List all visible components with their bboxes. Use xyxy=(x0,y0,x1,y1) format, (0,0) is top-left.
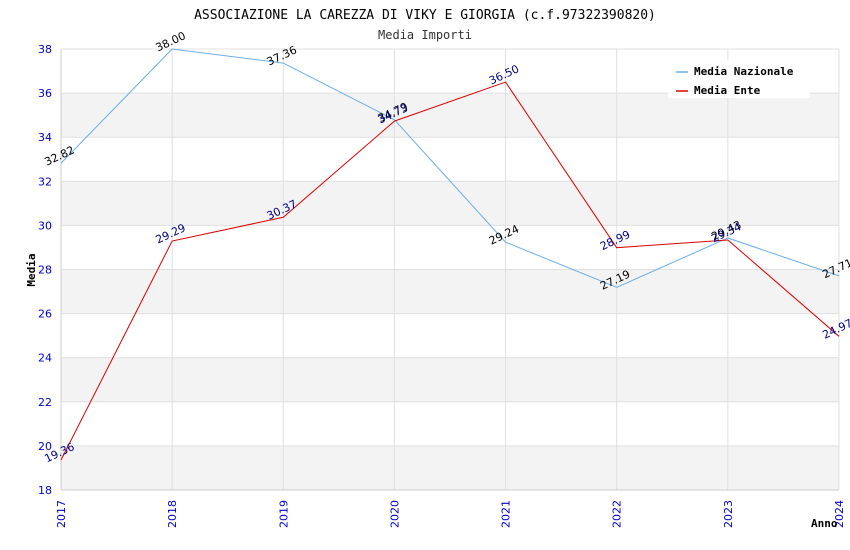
x-tick-label: 2019 xyxy=(277,500,290,528)
y-tick-label: 30 xyxy=(38,219,52,232)
x-tick-label: 2024 xyxy=(833,500,846,528)
legend: Media Nazionale Media Ente xyxy=(668,60,810,98)
grid-band xyxy=(61,93,839,138)
x-axis-label: Anno xyxy=(811,517,838,530)
y-tick-label: 18 xyxy=(38,484,52,497)
series-line-media-ente xyxy=(60,81,840,461)
grid-band xyxy=(61,313,839,358)
y-tick-label: 20 xyxy=(38,440,52,453)
grid-band xyxy=(61,225,839,270)
x-tick-label: 2018 xyxy=(166,500,179,528)
y-tick-label: 28 xyxy=(38,264,52,277)
y-tick-label: 24 xyxy=(38,352,52,365)
y-tick-label: 36 xyxy=(38,87,52,100)
grid-band xyxy=(61,181,839,226)
chart-subtitle: Media Importi xyxy=(378,28,472,42)
x-tick-label: 2021 xyxy=(500,500,513,528)
series-lines xyxy=(60,48,840,461)
y-axis-label: Media xyxy=(25,253,38,286)
grid-bands xyxy=(60,48,840,491)
y-tick-label: 34 xyxy=(38,131,52,144)
y-tick-label: 38 xyxy=(38,43,52,56)
x-tick-label: 2020 xyxy=(388,500,401,528)
x-tick-label: 2023 xyxy=(722,500,735,528)
legend-item-media-nazionale: Media Nazionale xyxy=(694,65,794,78)
legend-item-media-ente: Media Ente xyxy=(694,84,761,97)
grid-band xyxy=(61,269,839,314)
grid-band xyxy=(61,357,839,402)
series-line-media-nazionale xyxy=(60,48,840,288)
y-tick-label: 32 xyxy=(38,175,52,188)
y-tick-label: 26 xyxy=(38,308,52,321)
grid-band xyxy=(61,401,839,446)
y-tick-label: 22 xyxy=(38,396,52,409)
x-tick-label: 2017 xyxy=(55,500,68,528)
x-axis-ticks: 2017 2018 2019 2020 2021 2022 2023 2024 xyxy=(55,500,846,528)
grid-band xyxy=(61,137,839,182)
x-tick-label: 2022 xyxy=(611,500,624,528)
y-axis-ticks: 18 20 22 24 26 28 30 32 34 36 38 xyxy=(38,43,52,497)
legend-box xyxy=(668,60,810,98)
chart-title: ASSOCIAZIONE LA CAREZZA DI VIKY E GIORGI… xyxy=(194,8,656,23)
grid-band xyxy=(61,445,839,490)
